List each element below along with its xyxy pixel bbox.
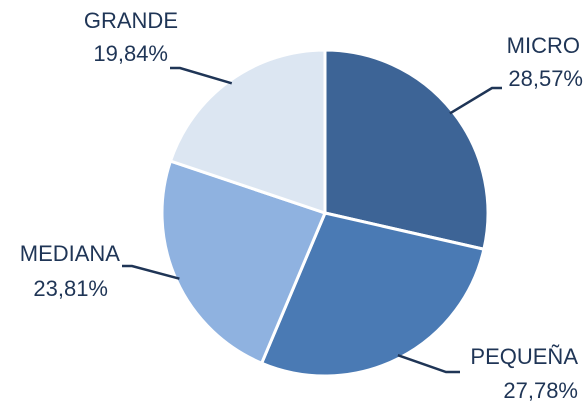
- pie-slice: [160, 159, 328, 366]
- leader-line: [397, 353, 460, 374]
- leader-line: [122, 264, 180, 280]
- slice-value-label: 28,57%: [508, 66, 583, 91]
- leader-line: [449, 86, 502, 115]
- slice-value-label: 19,84%: [93, 41, 168, 66]
- slice-label: PEQUEÑA: [470, 344, 578, 369]
- pie-slice: [259, 211, 486, 378]
- pie-slice: [168, 48, 327, 216]
- slice-label: GRANDE: [84, 8, 178, 33]
- slice-label: MICRO: [507, 33, 580, 58]
- slice-value-label: 27,78%: [503, 378, 578, 403]
- leader-line: [170, 66, 233, 85]
- slice-label: MEDIANA: [20, 241, 121, 266]
- slice-value-label: 23,81%: [33, 276, 108, 301]
